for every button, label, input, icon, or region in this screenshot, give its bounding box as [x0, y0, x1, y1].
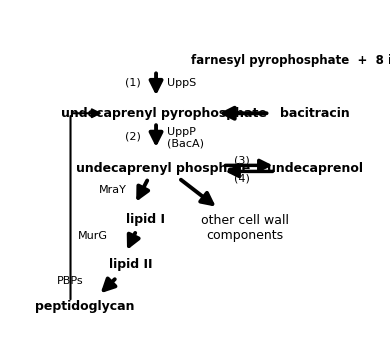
- Text: undecaprenol: undecaprenol: [267, 162, 363, 175]
- Text: undecaprenyl phosphate: undecaprenyl phosphate: [76, 162, 251, 175]
- Text: other cell wall
components: other cell wall components: [201, 214, 289, 242]
- Text: PBPs: PBPs: [57, 276, 83, 286]
- Text: (2): (2): [125, 132, 141, 142]
- Text: lipid II: lipid II: [108, 258, 152, 271]
- Text: UppS: UppS: [167, 78, 196, 88]
- Text: peptidoglycan: peptidoglycan: [35, 300, 135, 313]
- Text: lipid I: lipid I: [126, 213, 165, 226]
- Text: bacitracin: bacitracin: [280, 107, 349, 120]
- Text: MraY: MraY: [99, 185, 127, 195]
- Text: (3): (3): [234, 155, 250, 165]
- Text: farnesyl pyrophosphate  +  8 isopentenyl pyrophosphate: farnesyl pyrophosphate + 8 isopentenyl p…: [191, 54, 390, 67]
- Text: (4): (4): [234, 174, 250, 184]
- Text: UppP
(BacA): UppP (BacA): [167, 127, 204, 149]
- Text: (1): (1): [125, 78, 141, 88]
- Text: undecaprenyl pyrophosphate: undecaprenyl pyrophosphate: [61, 107, 266, 120]
- Text: MurG: MurG: [78, 231, 108, 241]
